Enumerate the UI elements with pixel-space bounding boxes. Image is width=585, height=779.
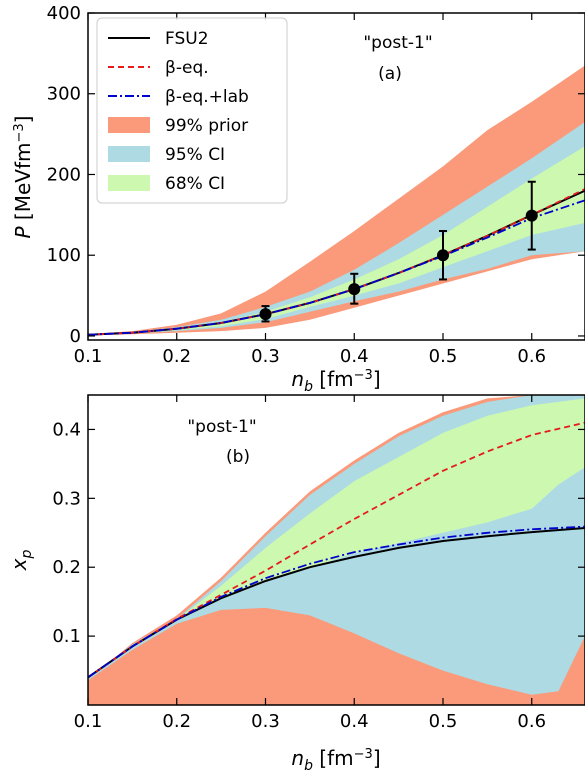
panel-a-xlabel-unit: [fm [313,367,354,391]
data-marker [348,283,361,296]
legend-patch-swatch [108,175,150,191]
legend-patch-swatch [108,146,150,162]
panel-b-xtick-label: 0.1 [74,711,103,732]
panel-b-xtick-label: 0.2 [162,711,191,732]
legend-label: β-eq. [165,58,209,78]
panel-a-ylabel-exponent: −3 [12,123,27,142]
legend-item-fsu2: FSU2 [108,29,209,49]
panel-a-ylabel-symbol: P [11,225,35,238]
panel-b-xtick-label: 0.3 [251,711,280,732]
panel-b-xtick-label: 0.6 [517,711,546,732]
legend-patch-swatch [108,117,150,133]
panel-a-xlabel-exponent: −3 [354,368,373,383]
panel-b-xtick-label: 0.4 [340,711,369,732]
panel-a-data-point-3 [437,230,449,281]
panel-a-plot-area [88,65,585,336]
panel-b-xlabel-unit: [fm [313,746,354,770]
panel-b-ytick-label: 0.1 [52,626,81,647]
data-marker [525,209,538,222]
panel-b-annotation: "post-1" [187,417,256,437]
panel-b-line-beta-eq-lab [88,525,585,679]
panel-b-line-beta-eq [88,421,585,679]
panel-a-xtick-label: 0.4 [340,346,369,367]
panel-a-data-point-2 [348,272,361,305]
panel-b-xlabel-subscript: b [304,758,313,774]
data-marker [437,249,449,262]
panel-a-band-68pct-ci [88,146,585,336]
panel-a-ytick-label: 0 [70,326,81,347]
legend-label: 68% CI [165,174,225,194]
panel-a-xtick-label: 0.5 [429,346,458,367]
panel-a-xlabel: nb [fm−3] [291,367,380,395]
panel-b-plot-area [88,395,585,705]
panel-a: 0.1 0.2 0.3 0.4 0.5 0.6 0 100 200 300 400 "post-1"… [11,3,585,395]
panel-b-xlabel: nb [fm−3] [291,746,380,774]
panel-b-ylabel-subscript: p [19,550,35,560]
panel-a-ytick-label: 100 [47,245,81,266]
panel-a-xtick-label: 0.1 [74,346,103,367]
panel-a-axes-frame [87,12,585,341]
legend-item-99pct-prior: 99% prior [108,116,248,136]
legend-label: 99% prior [165,116,248,136]
legend-item-95pct-ci: 95% CI [108,145,225,165]
panel-a-annotation: "post-1" [363,33,432,53]
panel-b-band-68pct-ci [88,398,585,679]
panel-b-axes-frame [87,394,585,706]
panel-b-ytick-label: 0.4 [52,419,81,440]
panel-a-ylabel-unit: [MeVfm [11,142,35,226]
panel-a-ytick-label: 300 [47,84,81,105]
panel-b-label: (b) [226,447,250,467]
legend-label: FSU2 [165,29,209,49]
panel-a-data-point-1 [259,305,272,323]
panel-a-xtick-label: 0.3 [251,346,280,367]
panel-b: 0.1 0.2 0.3 0.4 0.5 0.60.10.20.30.4 "post-1" … [7,394,585,774]
panel-a-line-beta-eq-lab [88,199,585,336]
legend-item-beta-eq-lab: β-eq.+lab [108,87,249,107]
panel-a-ytick-label: 200 [47,164,81,185]
panel-a-data-point-4 [525,180,538,251]
panel-a-xtick-label: 0.2 [162,346,191,367]
panel-a-ytick-label: 400 [47,3,81,24]
panel-a-xlabel-subscript: b [304,379,313,395]
panel-a-xlabel-close: ] [373,367,381,391]
legend-label: β-eq.+lab [165,87,249,107]
panel-b-xlabel-exponent: −3 [354,747,373,762]
panel-b-xlabel-symbol: n [291,746,304,770]
panel-a-xtick-label: 0.6 [517,346,546,367]
legend-label: 95% CI [165,145,225,165]
panel-b-ytick-label: 0.3 [52,488,81,509]
legend-item-beta-eq: β-eq. [108,58,209,78]
panel-a-ylabel: P [MeVfm−3] [11,116,35,239]
panel-b-ylabel-symbol: x [7,558,31,571]
panel-b-ytick-label: 0.2 [52,557,81,578]
panel-a-label: (a) [378,64,402,84]
panel-b-ylabel: xp [7,550,35,572]
panel-a-ylabel-close: ] [11,116,35,124]
panel-a-xlabel-symbol: n [291,367,304,391]
panel-b-xlabel-close: ] [373,746,381,770]
panel-a-legend: FSU2 β-eq. β-eq.+lab 99% prior 95% CI 68% CI [96,17,288,204]
legend-item-68pct-ci: 68% CI [108,174,225,194]
data-marker [259,308,272,321]
panel-b-xtick-label: 0.5 [429,711,458,732]
